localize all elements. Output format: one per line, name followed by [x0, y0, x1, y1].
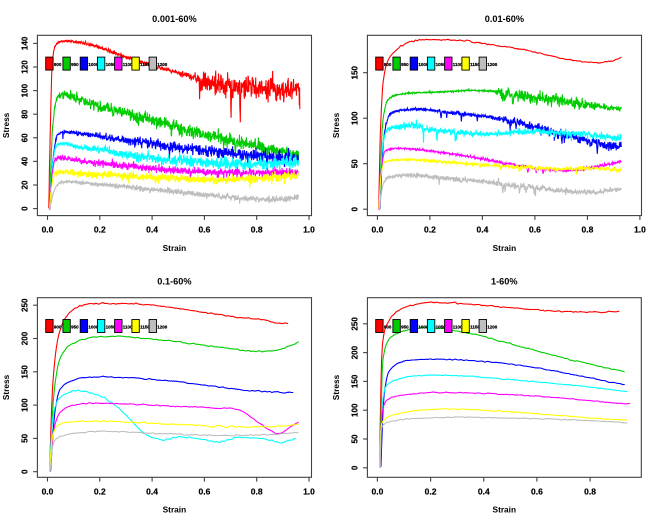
svg-text:50: 50	[21, 433, 30, 443]
svg-text:Stress: Stress	[1, 112, 11, 138]
svg-text:Strain: Strain	[493, 505, 517, 515]
svg-text:20: 20	[21, 180, 30, 190]
svg-text:0.1-60%: 0.1-60%	[157, 276, 191, 286]
svg-text:900: 900	[384, 324, 392, 329]
svg-text:950: 950	[71, 62, 79, 67]
svg-text:40: 40	[21, 156, 30, 166]
svg-text:0.0: 0.0	[371, 486, 383, 496]
svg-text:0.0: 0.0	[42, 486, 54, 496]
svg-text:150: 150	[351, 374, 360, 388]
svg-text:0.6: 0.6	[198, 225, 210, 235]
svg-text:100: 100	[351, 111, 360, 125]
svg-text:1100: 1100	[453, 62, 463, 67]
svg-text:0.001-60%: 0.001-60%	[152, 14, 196, 24]
svg-text:1.0: 1.0	[634, 225, 646, 235]
svg-text:0: 0	[351, 465, 360, 470]
svg-text:1050: 1050	[436, 62, 447, 67]
svg-text:1050: 1050	[436, 324, 447, 329]
svg-text:1200: 1200	[487, 62, 498, 67]
svg-text:0: 0	[21, 206, 30, 211]
svg-text:0.0: 0.0	[42, 225, 54, 235]
svg-text:1.0: 1.0	[303, 486, 315, 496]
svg-text:1150: 1150	[470, 62, 480, 67]
svg-text:0.8: 0.8	[251, 225, 263, 235]
svg-text:0: 0	[351, 206, 360, 211]
svg-text:50: 50	[351, 434, 360, 444]
svg-text:1150: 1150	[470, 324, 480, 329]
svg-text:Strain: Strain	[163, 505, 187, 515]
svg-text:900: 900	[54, 62, 62, 67]
svg-text:0.4: 0.4	[476, 225, 488, 235]
svg-text:60: 60	[21, 133, 30, 143]
svg-text:1100: 1100	[453, 324, 463, 329]
svg-text:0.01-60%: 0.01-60%	[485, 14, 524, 24]
svg-text:0.4: 0.4	[146, 225, 158, 235]
svg-text:1000: 1000	[88, 62, 99, 67]
svg-text:1000: 1000	[418, 62, 429, 67]
svg-text:1.0: 1.0	[303, 225, 315, 235]
svg-text:0.6: 0.6	[531, 486, 543, 496]
svg-text:0.6: 0.6	[198, 486, 210, 496]
svg-text:1200: 1200	[487, 324, 498, 329]
svg-text:0.4: 0.4	[146, 486, 158, 496]
svg-text:1050: 1050	[106, 62, 117, 67]
svg-text:Strain: Strain	[493, 243, 517, 253]
svg-text:140: 140	[21, 36, 30, 50]
svg-text:950: 950	[401, 62, 409, 67]
svg-text:1100: 1100	[123, 62, 133, 67]
svg-text:80: 80	[21, 109, 30, 119]
svg-text:0.2: 0.2	[424, 225, 436, 235]
svg-text:100: 100	[21, 398, 30, 412]
svg-text:200: 200	[21, 331, 30, 345]
svg-text:Stress: Stress	[331, 112, 341, 138]
svg-text:0.2: 0.2	[94, 486, 106, 496]
svg-text:950: 950	[401, 324, 409, 329]
svg-text:200: 200	[351, 345, 360, 359]
svg-text:0.8: 0.8	[584, 486, 596, 496]
svg-text:1-60%: 1-60%	[491, 276, 518, 286]
svg-text:250: 250	[21, 298, 30, 312]
svg-text:Stress: Stress	[331, 374, 341, 400]
svg-text:1000: 1000	[418, 324, 429, 329]
svg-text:250: 250	[351, 317, 360, 331]
svg-text:Strain: Strain	[163, 243, 187, 253]
svg-text:Stress: Stress	[1, 374, 11, 400]
svg-text:0.8: 0.8	[581, 225, 593, 235]
svg-text:1150: 1150	[140, 324, 150, 329]
svg-text:0.6: 0.6	[529, 225, 541, 235]
svg-text:100: 100	[21, 83, 30, 97]
svg-text:0: 0	[21, 469, 30, 474]
svg-text:1150: 1150	[140, 62, 150, 67]
svg-text:1100: 1100	[123, 324, 133, 329]
svg-text:0.8: 0.8	[251, 486, 263, 496]
svg-text:50: 50	[351, 159, 360, 169]
svg-text:1200: 1200	[157, 324, 168, 329]
svg-text:120: 120	[21, 60, 30, 74]
svg-text:0.2: 0.2	[425, 486, 437, 496]
svg-text:0.0: 0.0	[371, 225, 383, 235]
svg-text:1000: 1000	[88, 324, 99, 329]
svg-text:0.4: 0.4	[478, 486, 490, 496]
svg-text:100: 100	[351, 403, 360, 417]
svg-text:900: 900	[384, 62, 392, 67]
svg-text:150: 150	[351, 65, 360, 79]
svg-text:0.2: 0.2	[94, 225, 106, 235]
svg-text:1200: 1200	[157, 62, 168, 67]
svg-text:900: 900	[54, 324, 62, 329]
svg-text:1050: 1050	[106, 324, 117, 329]
svg-text:150: 150	[21, 365, 30, 379]
svg-text:950: 950	[71, 324, 79, 329]
